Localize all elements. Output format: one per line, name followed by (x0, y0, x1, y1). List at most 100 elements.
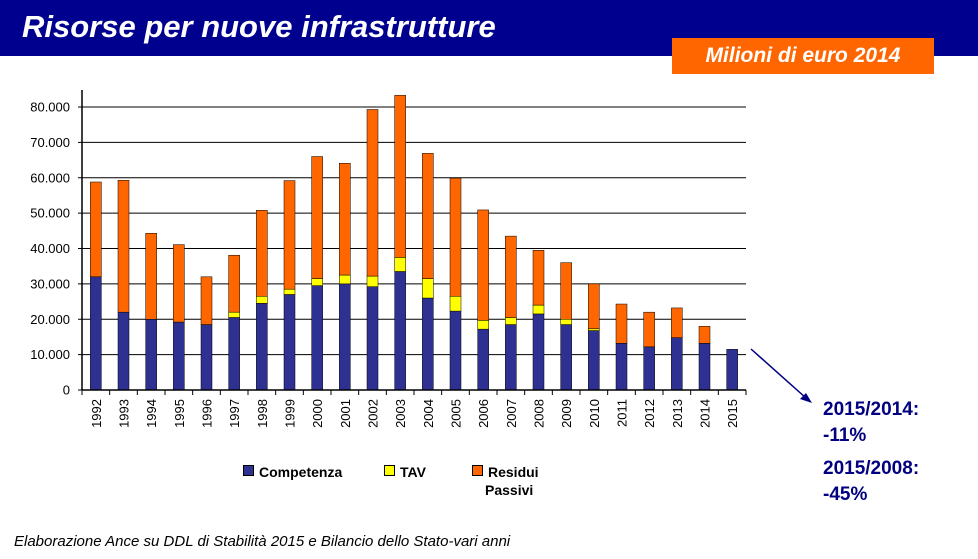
bar-competenza-2011 (615, 343, 628, 391)
bar-competenza-1997 (228, 317, 240, 391)
bar-tav-2001 (339, 274, 351, 285)
bar-tav-2006 (477, 320, 489, 330)
x-tick-label-2001: 2001 (338, 399, 353, 428)
bar-residui-passivi-1992 (90, 181, 102, 278)
x-tick-labels: 1992 1993 1994 1995 1996 1997 1998 1999 2000 2001… (89, 399, 740, 428)
gridlines (78, 90, 746, 391)
bar-tav-2004 (422, 278, 434, 299)
bar-residui-passivi-2004 (422, 153, 434, 279)
bar-competenza-1998 (256, 303, 268, 391)
bar-residui-passivi-2007 (505, 235, 517, 318)
note-2015-2008: 2015/2008: -45% (823, 456, 919, 508)
x-tick-label-2012: 2012 (642, 399, 657, 428)
x-tick-label-2006: 2006 (476, 399, 491, 428)
bar-competenza-2008 (532, 313, 545, 391)
y-tick-label-0: 0 (63, 383, 70, 398)
bar-competenza-1995 (173, 321, 185, 391)
x-tick-label-1996: 1996 (200, 399, 215, 428)
bar-competenza-1992 (90, 276, 102, 391)
note-2015-2014-label: 2015/2014: (823, 399, 920, 420)
bar-residui-passivi-1995 (173, 244, 185, 323)
bar-residui-passivi-2013 (671, 307, 683, 338)
bar-competenza-2007 (505, 324, 517, 391)
bar-residui-passivi-2009 (560, 262, 572, 320)
x-tick-label-1993: 1993 (117, 399, 132, 428)
bar-tav-2008 (532, 304, 545, 315)
bar-competenza-2014 (698, 343, 711, 391)
x-tick-label-2002: 2002 (366, 399, 381, 428)
x-tick-label-1995: 1995 (172, 399, 187, 428)
bar-competenza-2001 (339, 283, 351, 391)
bar-competenza-2002 (366, 286, 379, 391)
y-tick-label-80.000: 80.000 (30, 100, 70, 115)
x-tick-label-2004: 2004 (421, 399, 436, 428)
x-tick-label-2009: 2009 (559, 399, 574, 428)
y-tick-label-30.000: 30.000 (30, 276, 70, 291)
plot-area (82, 90, 746, 390)
bar-residui-passivi-1994 (145, 233, 157, 320)
x-tick-label-2013: 2013 (670, 399, 685, 428)
bars (90, 95, 738, 391)
bar-residui-passivi-2010 (588, 283, 600, 330)
legend-item-tav: TAV (384, 464, 426, 480)
axes (81, 90, 747, 395)
note-2015-2014-value: -11% (823, 425, 867, 446)
x-tick-label-1994: 1994 (144, 399, 159, 428)
x-tick-label-1998: 1998 (255, 399, 270, 428)
y-tick-label-60.000: 60.000 (30, 170, 70, 185)
legend-label-competenza: Competenza (259, 464, 343, 480)
note-2015-2008-label: 2015/2008: (823, 458, 920, 479)
bar-residui-passivi-2014 (698, 326, 711, 344)
bar-tav-2000 (311, 278, 323, 286)
bar-residui-passivi-1993 (117, 179, 130, 313)
bar-tav-1997 (228, 311, 240, 318)
bar-residui-passivi-2005 (449, 177, 462, 297)
x-tick-label-1997: 1997 (227, 399, 242, 428)
bar-competenza-1999 (283, 294, 296, 391)
x-tick-label-2011: 2011 (615, 399, 630, 427)
bar-competenza-2003 (394, 271, 406, 391)
legend-swatch-competenza (243, 465, 254, 476)
y-tick-label-50.000: 50.000 (30, 206, 70, 221)
bar-competenza-2012 (643, 346, 655, 391)
bar-competenza-2005 (449, 310, 462, 391)
legend-label-residui-line1: Residui (488, 464, 539, 480)
bar-residui-passivi-1999 (283, 180, 296, 290)
bar-competenza-2015 (726, 349, 738, 391)
bar-tav-2007 (505, 317, 517, 325)
bar-residui-passivi-2003 (394, 95, 406, 258)
bar-residui-passivi-2011 (615, 303, 628, 344)
bar-tav-2010 (588, 328, 600, 331)
bar-competenza-2010 (588, 330, 600, 391)
legend-label-tav: TAV (400, 464, 426, 480)
note-2015-2014: 2015/2014: -11% (823, 397, 919, 449)
bar-competenza-1993 (117, 311, 130, 391)
page-title: Risorse per nuove infrastrutture (22, 9, 496, 44)
x-tick-label-1999: 1999 (283, 399, 298, 428)
y-tick-labels: 0 10.000 20.000 30.000 40.000 50.000 60.000 70.… (30, 100, 70, 398)
y-tick-label-10.000: 10.000 (30, 347, 70, 362)
legend-swatch-tav (384, 465, 395, 476)
bar-tav-2003 (394, 257, 406, 272)
bar-residui-passivi-1997 (228, 254, 240, 313)
trend-arrow-head (800, 393, 812, 403)
x-tick-label-2007: 2007 (504, 399, 519, 428)
bar-residui-passivi-2001 (339, 162, 351, 276)
bar-tav-1999 (283, 288, 296, 295)
bar-tav-2002 (366, 275, 379, 287)
bar-competenza-1994 (145, 319, 157, 391)
bar-tav-2005 (449, 296, 462, 312)
bar-residui-passivi-2012 (643, 311, 655, 348)
x-tick-label-1992: 1992 (89, 399, 104, 428)
bar-residui-passivi-2000 (311, 156, 323, 279)
x-tick-label-2010: 2010 (587, 399, 602, 428)
unit-badge: Milioni di euro 2014 (672, 38, 934, 74)
x-tick-label-2005: 2005 (449, 399, 464, 428)
x-tick-label-2015: 2015 (725, 399, 740, 428)
x-tick-label-2014: 2014 (698, 399, 713, 428)
bar-residui-passivi-1996 (200, 276, 213, 325)
x-tick-label-2000: 2000 (310, 399, 325, 428)
source-note: Elaborazione Ance su DDL di Stabilità 20… (14, 533, 511, 550)
x-tick-label-2003: 2003 (393, 399, 408, 428)
